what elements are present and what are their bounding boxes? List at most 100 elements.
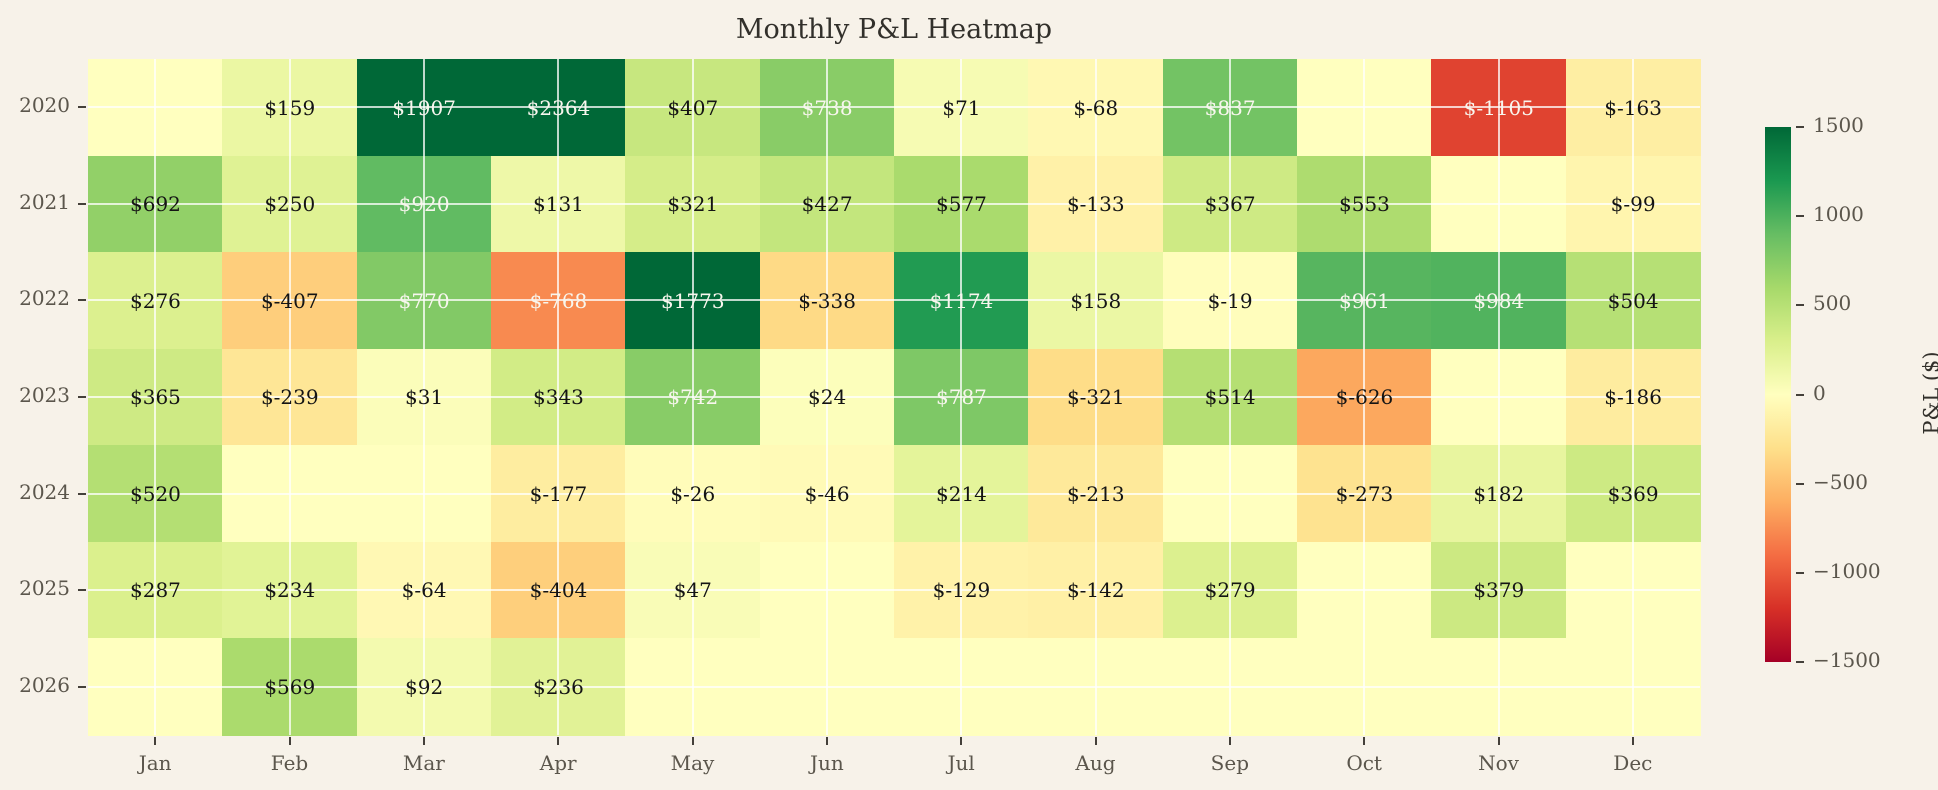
cell-value: $984 (1473, 288, 1525, 313)
x-axis-tick-label: Dec (1613, 751, 1653, 775)
cell-value: $553 (1339, 192, 1390, 217)
y-axis-tick-label: 2022 (19, 286, 70, 311)
chart-title: Monthly P&L Heatmap (735, 14, 1053, 45)
cell-value: $-46 (804, 481, 850, 506)
colorbar-tick-label: −1500 (1813, 648, 1881, 672)
cell-value: $24 (808, 385, 847, 410)
y-axis-tick-mark (78, 202, 86, 205)
x-axis-tick-mark (825, 737, 828, 745)
cell-value: $214 (936, 481, 987, 506)
grid-line-horizontal (88, 589, 1700, 592)
colorbar-axis-label: P&L ($) (1919, 350, 1938, 435)
cell-value: $379 (1473, 578, 1525, 603)
cell-value: $770 (398, 288, 450, 313)
cell-value: $92 (405, 675, 444, 699)
x-axis-tick-mark (1631, 737, 1634, 745)
grid-line-horizontal (88, 299, 1700, 302)
y-axis-tick-mark (78, 396, 86, 398)
cell-value: $-99 (1610, 192, 1656, 217)
x-axis-tick-mark (1228, 737, 1231, 745)
heatmap-plot-area: $159 $1907 $2364 $407 $738 $71 $-68 $837 $-1105 $… (88, 59, 1701, 736)
colorbar-tick-label: 1000 (1813, 202, 1864, 227)
x-axis-tick-mark (691, 737, 694, 745)
x-axis-tick-label: Sep (1210, 751, 1249, 775)
cell-value: $569 (264, 675, 316, 699)
cell-value: $182 (1473, 481, 1525, 506)
cell-value: $-1105 (1463, 95, 1534, 120)
cell-value: $742 (667, 385, 719, 410)
cell-value: $-64 (401, 578, 447, 603)
x-axis-tick-mark (1094, 737, 1097, 745)
cell-value: $158 (1070, 288, 1122, 313)
cell-value: $250 (264, 192, 316, 217)
cell-value: $-129 (932, 578, 991, 603)
colorbar-tick-mark (1796, 482, 1804, 485)
y-axis-tick-mark (78, 106, 86, 109)
x-axis-tick-label: Mar (402, 751, 445, 775)
colorbar-tick-mark (1796, 215, 1804, 218)
cell-value: $-626 (1335, 385, 1394, 410)
cell-value: $31 (405, 385, 444, 410)
grid-line-horizontal (88, 492, 1700, 495)
y-axis-tick-label: 2024 (19, 479, 70, 504)
cell-value: $920 (398, 192, 450, 217)
colorbar-tick-label: 0 (1813, 380, 1826, 405)
cell-value: $279 (1204, 578, 1256, 603)
cell-value: $-239 (260, 385, 319, 410)
cell-value: $-768 (529, 288, 588, 313)
cell-value: $520 (130, 481, 181, 506)
cell-value: $-407 (260, 288, 319, 313)
x-axis-tick-label: Jan (138, 751, 172, 775)
colorbar-tick-mark (1796, 661, 1804, 663)
cell-value: $1174 (929, 288, 994, 313)
cell-value: $-19 (1207, 288, 1253, 313)
cell-value: $1907 (392, 95, 456, 120)
grid-line-horizontal (88, 202, 1700, 205)
colorbar-tick-label: −1000 (1813, 558, 1881, 583)
cell-value: $961 (1339, 288, 1390, 313)
x-axis-tick-mark (154, 737, 157, 745)
x-axis-tick-label: Jun (809, 751, 844, 775)
cell-value: $738 (801, 95, 853, 120)
cell-value: $2364 (526, 95, 591, 120)
colorbar-tick-mark (1796, 126, 1804, 128)
colorbar (1765, 127, 1791, 662)
cell-value: $159 (264, 95, 316, 120)
colorbar-tick-label: 1500 (1813, 113, 1864, 137)
cell-value: $234 (264, 578, 316, 603)
colorbar-tick-mark (1796, 571, 1804, 574)
y-axis-tick-label: 2020 (19, 93, 70, 118)
x-axis-tick-mark (422, 737, 425, 745)
cell-value: $787 (936, 385, 987, 410)
cell-value: $514 (1204, 385, 1256, 410)
cell-value: $837 (1204, 95, 1256, 120)
cell-value: $343 (533, 385, 584, 410)
cell-value: $47 (673, 578, 712, 603)
grid-line-horizontal (88, 685, 1700, 688)
x-axis-tick-mark (1363, 737, 1366, 745)
x-axis-tick-label: Oct (1346, 751, 1382, 775)
y-axis-tick-mark (78, 589, 86, 592)
y-axis-tick-label: 2021 (19, 189, 70, 214)
x-axis-tick-mark (557, 737, 560, 745)
cell-value: $-177 (529, 481, 588, 506)
x-axis-tick-label: Jul (947, 751, 975, 775)
colorbar-tick-mark (1796, 393, 1804, 396)
cell-value: $-273 (1335, 481, 1394, 506)
x-axis-tick-label: May (670, 751, 715, 775)
cell-value: $-321 (1066, 385, 1125, 410)
cell-value: $1773 (660, 288, 725, 313)
colorbar-tick-mark (1796, 304, 1804, 307)
cell-value: $276 (130, 288, 181, 313)
cell-value: $-186 (1604, 385, 1662, 410)
cell-value: $367 (1204, 192, 1256, 217)
cell-value: $427 (801, 192, 853, 217)
grid-line-horizontal (88, 106, 1700, 109)
cell-value: $-68 (1073, 95, 1119, 120)
y-axis-tick-label: 2026 (19, 672, 70, 697)
cell-value: $-163 (1604, 95, 1662, 120)
y-axis-tick-mark (78, 299, 86, 302)
y-axis-tick-mark (78, 492, 86, 495)
x-axis-tick-mark (960, 737, 963, 745)
